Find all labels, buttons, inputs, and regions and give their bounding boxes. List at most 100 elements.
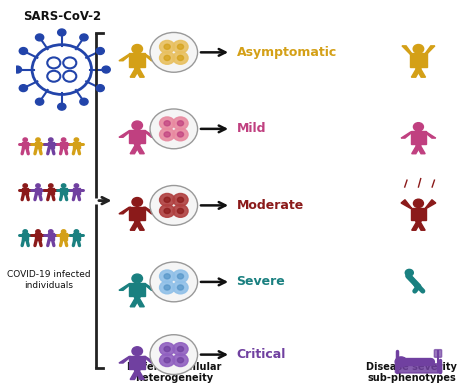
Circle shape: [49, 230, 53, 233]
Circle shape: [164, 121, 170, 126]
Circle shape: [177, 209, 183, 214]
Circle shape: [177, 274, 183, 279]
Circle shape: [173, 128, 188, 141]
Circle shape: [58, 29, 66, 36]
Circle shape: [150, 33, 198, 72]
Circle shape: [160, 51, 175, 64]
Circle shape: [160, 281, 175, 294]
Polygon shape: [134, 66, 144, 77]
Text: SARS-CoV-2: SARS-CoV-2: [23, 10, 101, 23]
Circle shape: [177, 44, 183, 50]
Circle shape: [150, 109, 198, 149]
Circle shape: [96, 48, 104, 55]
Circle shape: [164, 274, 170, 279]
Circle shape: [160, 205, 175, 217]
Polygon shape: [410, 53, 427, 66]
Circle shape: [160, 128, 175, 141]
Circle shape: [413, 122, 423, 131]
Polygon shape: [401, 200, 412, 209]
Polygon shape: [60, 187, 67, 194]
Polygon shape: [129, 283, 146, 296]
Polygon shape: [35, 142, 41, 148]
Circle shape: [164, 358, 170, 363]
Circle shape: [173, 117, 188, 130]
Circle shape: [173, 270, 188, 283]
Circle shape: [177, 132, 183, 137]
Circle shape: [177, 121, 183, 126]
Circle shape: [160, 270, 175, 283]
Circle shape: [74, 138, 79, 142]
Polygon shape: [415, 144, 425, 154]
Text: COVID-19 infected
individuals: COVID-19 infected individuals: [7, 270, 91, 290]
Polygon shape: [22, 233, 28, 240]
Polygon shape: [119, 356, 131, 363]
Polygon shape: [47, 142, 54, 148]
Circle shape: [173, 205, 188, 217]
Polygon shape: [424, 132, 436, 138]
Text: Critical: Critical: [237, 348, 286, 361]
Circle shape: [160, 354, 175, 367]
Circle shape: [23, 138, 27, 142]
Circle shape: [177, 197, 183, 202]
Polygon shape: [130, 369, 141, 379]
Polygon shape: [130, 220, 141, 230]
Circle shape: [150, 262, 198, 302]
Polygon shape: [129, 207, 146, 220]
Circle shape: [160, 343, 175, 356]
Circle shape: [49, 184, 53, 187]
Circle shape: [173, 51, 188, 64]
Circle shape: [164, 346, 170, 352]
Circle shape: [164, 209, 170, 214]
Circle shape: [49, 138, 53, 142]
Circle shape: [62, 230, 66, 233]
Text: Moderate: Moderate: [237, 199, 304, 212]
Polygon shape: [73, 233, 80, 240]
Circle shape: [62, 138, 66, 142]
Polygon shape: [129, 130, 146, 143]
Circle shape: [132, 347, 143, 356]
Circle shape: [19, 85, 27, 91]
Circle shape: [160, 194, 175, 206]
Polygon shape: [410, 131, 426, 144]
Circle shape: [132, 45, 143, 53]
Text: Severe: Severe: [237, 275, 285, 288]
Circle shape: [74, 184, 79, 187]
Polygon shape: [73, 142, 80, 148]
Circle shape: [413, 199, 423, 207]
Polygon shape: [129, 356, 146, 369]
FancyBboxPatch shape: [395, 364, 441, 373]
Circle shape: [413, 45, 424, 53]
Circle shape: [74, 230, 79, 233]
Polygon shape: [134, 143, 144, 154]
Circle shape: [19, 48, 27, 55]
Polygon shape: [35, 187, 41, 194]
Circle shape: [173, 343, 188, 356]
Polygon shape: [60, 233, 67, 240]
Text: Mild: Mild: [237, 122, 266, 136]
Polygon shape: [47, 233, 54, 240]
Polygon shape: [47, 187, 54, 194]
Circle shape: [177, 358, 183, 363]
Circle shape: [405, 269, 413, 276]
Polygon shape: [134, 296, 144, 307]
Polygon shape: [119, 284, 131, 290]
Polygon shape: [119, 54, 131, 61]
Circle shape: [36, 138, 40, 142]
Polygon shape: [144, 131, 155, 137]
Text: Disease severity
sub-phenotypes: Disease severity sub-phenotypes: [366, 362, 457, 383]
Circle shape: [36, 230, 40, 233]
Polygon shape: [119, 207, 131, 214]
Circle shape: [177, 55, 183, 61]
Polygon shape: [129, 53, 146, 66]
Circle shape: [150, 185, 198, 225]
Circle shape: [36, 184, 40, 187]
Circle shape: [132, 274, 143, 283]
Polygon shape: [130, 143, 141, 154]
Polygon shape: [60, 142, 67, 148]
Polygon shape: [35, 233, 41, 240]
Circle shape: [62, 184, 66, 187]
Text: Different cellular
heterogeneity: Different cellular heterogeneity: [127, 362, 221, 383]
Circle shape: [173, 281, 188, 294]
Circle shape: [150, 335, 198, 374]
Circle shape: [173, 194, 188, 206]
